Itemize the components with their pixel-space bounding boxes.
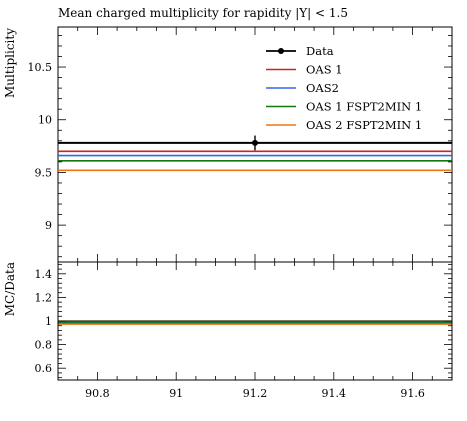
main-panel: 9 9.5 10 10.5	[28, 26, 453, 263]
ratio-y-tick-label: 1.4	[35, 268, 53, 281]
ratio-y-tick-label: 0.6	[35, 362, 53, 375]
ratio-y-tick-label: 1.2	[35, 291, 53, 304]
ratio-x-tick-label: 90.8	[85, 387, 110, 400]
ratio-x-tick-label: 91.2	[243, 387, 268, 400]
main-y-tick-label: 10	[38, 114, 52, 127]
ratio-x-tick-label: 91	[169, 387, 183, 400]
legend-marker	[278, 48, 284, 54]
legend-label: OAS 2 FSPT2MIN 1	[306, 118, 422, 132]
main-y-axis-label: Multiplicity	[3, 28, 17, 98]
data-point	[252, 139, 258, 146]
main-y-tick-label: 9.5	[35, 166, 53, 179]
ratio-panel: 0.6 0.8 1 1.2 1.4 90.8 91 91.2 91.4 91.6	[35, 261, 453, 400]
plot-title: Mean charged multiplicity for rapidity |…	[58, 6, 348, 20]
ratio-x-tick-label: 91.6	[400, 387, 425, 400]
main-y-tick-label: 10.5	[28, 61, 53, 74]
main-y-tick-label: 9	[45, 219, 52, 232]
legend-label: OAS2	[306, 81, 339, 95]
legend-label: OAS 1	[306, 63, 343, 77]
legend: Data OAS 1 OAS2 OAS 1 FSPT2MIN 1 OAS 2 FSPT2…	[266, 44, 422, 132]
ratio-y-tick-label: 0.8	[35, 339, 53, 352]
ratio-y-axis-label: MC/Data	[3, 262, 17, 316]
ratio-x-tick-label: 91.4	[322, 387, 347, 400]
legend-label: Data	[306, 44, 334, 58]
ratio-y-tick-label: 1	[45, 315, 52, 328]
legend-label: OAS 1 FSPT2MIN 1	[306, 100, 422, 114]
